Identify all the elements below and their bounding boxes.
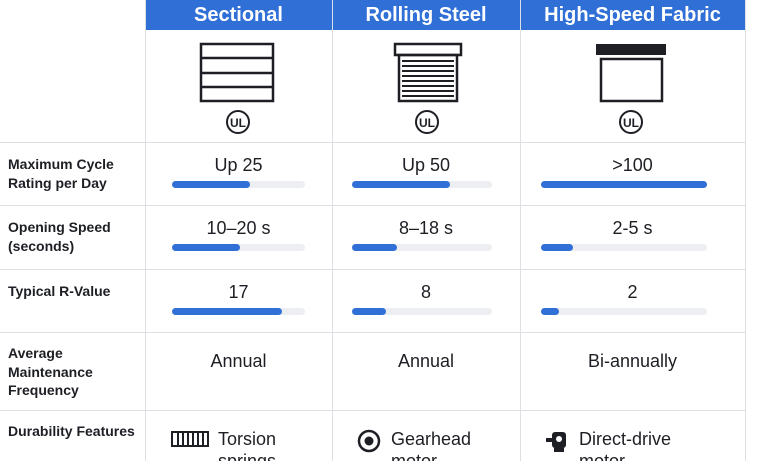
row-divider: [0, 269, 745, 270]
cell-text: Up 25: [214, 155, 263, 175]
row-divider: [0, 205, 745, 206]
cell-text: 17: [228, 282, 249, 302]
feature-text: Direct-drive motor: [579, 429, 672, 461]
bar-fill: [541, 308, 560, 315]
row-divider: [0, 410, 745, 411]
column-divider: [520, 0, 521, 461]
row-label: Durability Features: [8, 423, 135, 439]
bar-fill: [352, 244, 397, 251]
ul-circle: [619, 110, 643, 134]
feature-cell: Gearhead motor: [357, 428, 501, 461]
cell-text: 8–18 s: [398, 218, 454, 238]
bar-fill: [352, 308, 386, 315]
bar-track: [541, 181, 707, 188]
bar-track: [172, 244, 305, 251]
fabric-door-icon: [596, 44, 666, 103]
column-header: Sectional: [145, 0, 332, 30]
ul-mark: UL: [419, 116, 435, 130]
ul-mark: UL: [230, 116, 246, 130]
cell-text: 8: [420, 282, 431, 302]
row-divider: [0, 332, 745, 333]
feature-text: Torsion springs: [218, 429, 277, 461]
ul-logos: UL UL UL: [226, 110, 643, 134]
bar-track: [352, 244, 492, 251]
row-label: Typical R-Value: [8, 283, 111, 299]
column-divider: [145, 0, 146, 461]
sectional-door-icon: [199, 42, 275, 103]
feature-text: Gearhead motor: [391, 429, 472, 461]
bar-fill: [541, 181, 707, 188]
bar-track: [541, 308, 707, 315]
bar-track: [172, 181, 305, 188]
feature-icon: [357, 429, 383, 458]
cell-text: 2-5 s: [612, 218, 653, 238]
row-label: Opening Speed (seconds): [8, 219, 111, 254]
feature-icon: [170, 429, 210, 454]
bar-track: [352, 181, 492, 188]
cell-text: Annual: [210, 351, 267, 371]
column-header: Rolling Steel: [332, 0, 520, 30]
bar-track: [352, 308, 492, 315]
bar-fill: [172, 181, 251, 188]
feature-icon: [545, 429, 571, 458]
column-divider: [745, 0, 746, 461]
ul-mark: UL: [623, 116, 639, 130]
row-label: Maximum Cycle Rating per Day: [8, 156, 114, 191]
bar-track: [172, 308, 305, 315]
bar-fill: [172, 244, 240, 251]
cell-text: Annual: [397, 351, 455, 371]
icon-row: UL UL UL: [199, 42, 666, 134]
row-label: Average Maintenance Frequency: [8, 345, 93, 398]
bar-track: [541, 244, 707, 251]
cell-text: Up 50: [401, 155, 451, 175]
row-divider: [0, 142, 745, 143]
feature-cell: Torsion springs: [170, 428, 328, 461]
bar-fill: [541, 244, 573, 251]
bar-fill: [172, 308, 283, 315]
column-header: High-Speed Fabric: [520, 0, 745, 30]
cell-text: >100: [612, 155, 653, 175]
cell-text: Bi-annually: [587, 351, 678, 371]
rolling-door-icon: [393, 42, 463, 103]
ul-circle: [226, 110, 250, 134]
column-divider: [332, 0, 333, 461]
feature-cell: Direct-drive motor: [545, 428, 689, 461]
ul-circle: [415, 110, 439, 134]
cell-text: 10–20 s: [206, 218, 271, 238]
bar-fill: [352, 181, 450, 188]
cell-text: 2: [627, 282, 638, 302]
